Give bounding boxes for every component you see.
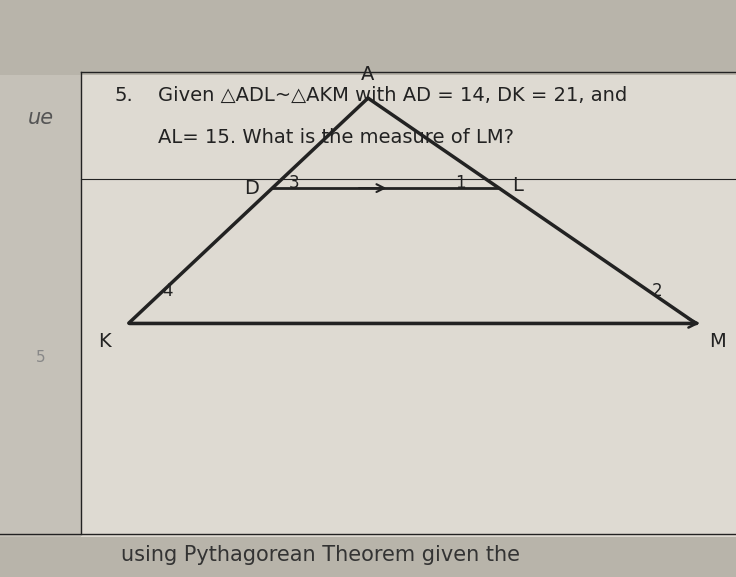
Text: D: D (244, 179, 259, 197)
Text: A: A (361, 65, 375, 84)
Text: 5: 5 (35, 350, 46, 365)
Text: K: K (98, 332, 110, 351)
Text: 5.: 5. (114, 86, 132, 104)
Text: 3: 3 (289, 174, 299, 193)
Bar (0, 29, 81, 537)
Text: ue: ue (27, 108, 54, 128)
Bar (0, 537, 736, 577)
Bar (0, 0, 736, 75)
Bar (81, 29, 736, 537)
Text: AL= 15. What is the measure of LM?: AL= 15. What is the measure of LM? (158, 128, 514, 147)
Text: M: M (709, 332, 726, 351)
Text: 2: 2 (652, 282, 662, 301)
Text: L: L (512, 176, 523, 194)
Text: 4: 4 (162, 282, 172, 301)
Text: using Pythagorean Theorem given the: using Pythagorean Theorem given the (121, 545, 520, 565)
Text: 1: 1 (456, 174, 466, 193)
Text: Given △ADL~△AKM with AD = 14, DK = 21, and: Given △ADL~△AKM with AD = 14, DK = 21, a… (158, 86, 628, 104)
